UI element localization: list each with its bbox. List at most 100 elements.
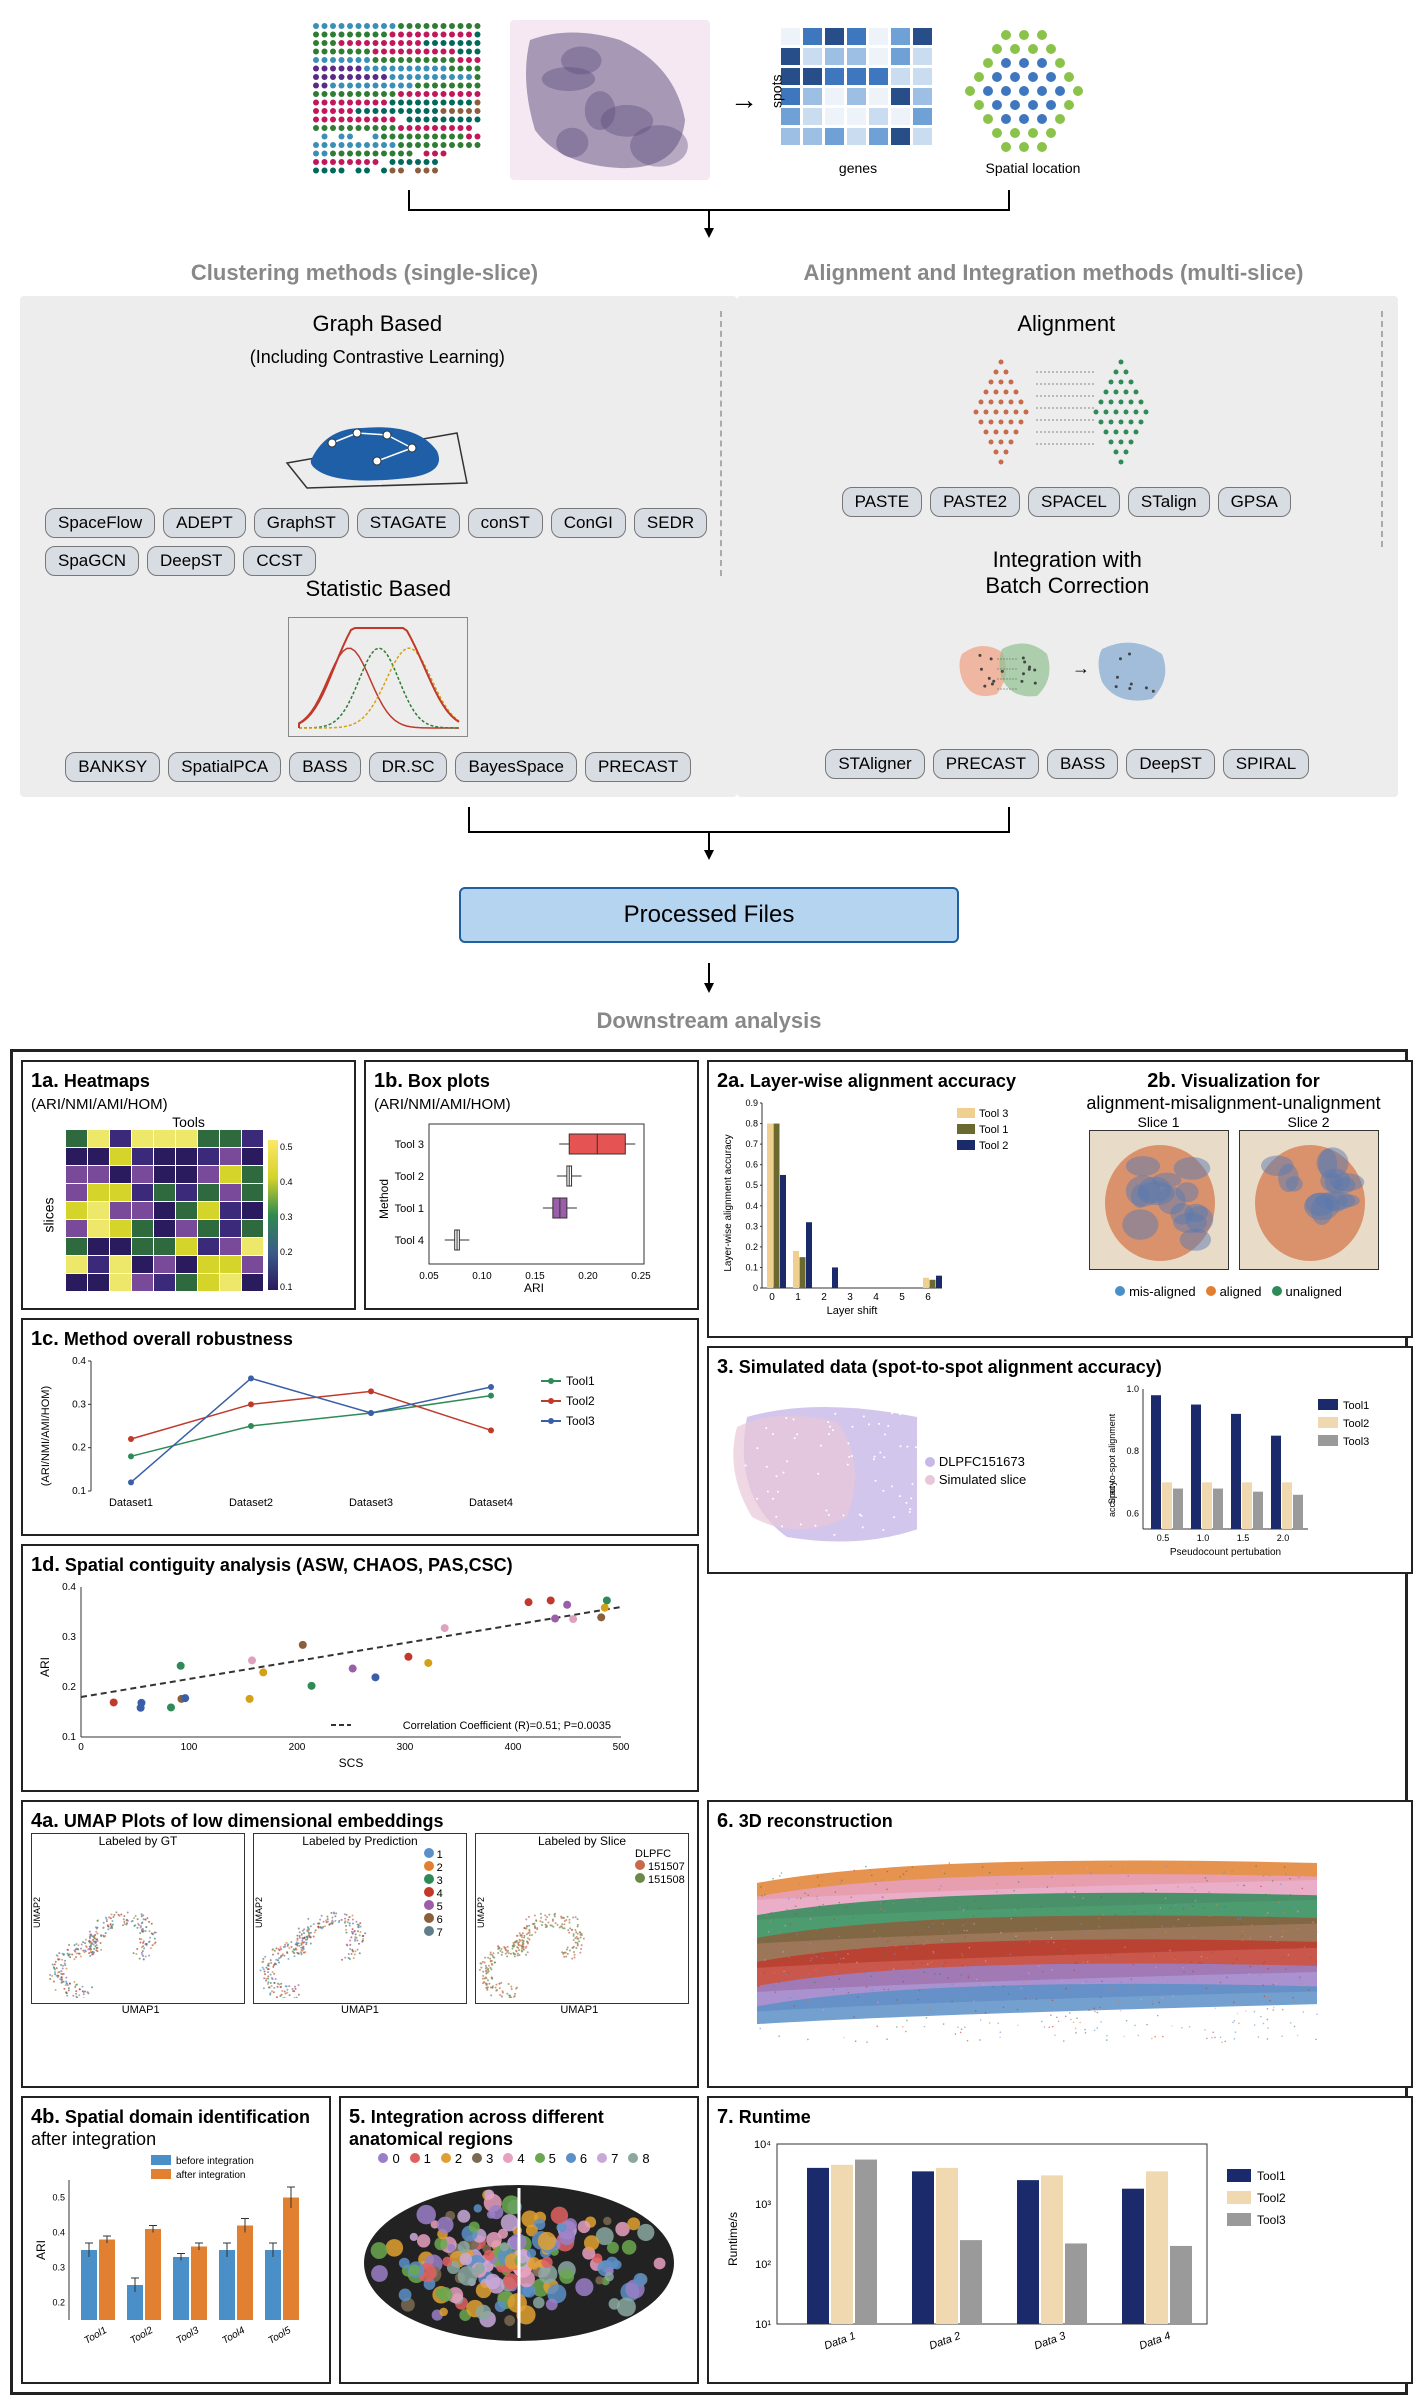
svg-text:0.5: 0.5 — [52, 2193, 65, 2203]
umap-slice: Labeled by Slice UMAP2 DLPFC 151507 1515… — [475, 1833, 689, 2004]
panel-7: 7. Runtime 10¹10²10³10⁴Data 1Data 2Data … — [707, 2096, 1413, 2384]
svg-text:0.4: 0.4 — [72, 1356, 86, 1367]
slice2-label: Slice 2 — [1239, 1114, 1379, 1130]
panel-5-legend: 012345678 — [349, 2150, 689, 2168]
panel-6-3d-viz — [717, 1833, 1357, 2073]
svg-text:Tool1: Tool1 — [1257, 2169, 1286, 2183]
panel-6-title: 6. 3D reconstruction — [717, 1810, 1403, 1833]
umap-pred-plot: UMAP2 — [254, 1848, 424, 1998]
svg-text:0.3: 0.3 — [52, 2263, 65, 2273]
svg-text:Dataset4: Dataset4 — [469, 1497, 513, 1509]
graph-subtitle: (Including Contrastive Learning) — [250, 347, 505, 368]
processed-files-box: Processed Files — [459, 887, 959, 943]
downstream-label: Downstream analysis — [597, 1008, 822, 1034]
svg-text:0.5: 0.5 — [745, 1180, 758, 1190]
svg-text:300: 300 — [397, 1742, 414, 1753]
method-tag: DR.SC — [369, 752, 448, 782]
svg-text:0.4: 0.4 — [280, 1177, 293, 1187]
spots-axis-label: spots — [769, 75, 785, 108]
svg-text:Tool2: Tool2 — [566, 1394, 595, 1408]
svg-text:1.0: 1.0 — [1126, 1384, 1139, 1394]
svg-text:0.9: 0.9 — [745, 1098, 758, 1108]
svg-text:500: 500 — [613, 1742, 630, 1753]
svg-text:Pseudocount pertubation: Pseudocount pertubation — [1170, 1547, 1281, 1558]
panel-1c: 1c. Method overall robustness 0.10.20.30… — [21, 1318, 699, 1536]
panel-5-title: 5. Integration across different anatomic… — [349, 2106, 689, 2150]
panel-2a-title: 2a. Layer-wise alignment accuracy — [717, 1070, 1056, 1093]
svg-text:SCS: SCS — [339, 1756, 364, 1770]
svg-text:Tool1: Tool1 — [1343, 1400, 1369, 1412]
panel-3-region-legend: DLPFC151673Simulated slice — [925, 1454, 1095, 1490]
method-tag: SpaGCN — [45, 546, 139, 576]
svg-text:0.2: 0.2 — [280, 1247, 293, 1257]
method-tag: BANKSY — [65, 752, 160, 782]
svg-text:2: 2 — [821, 1292, 827, 1303]
svg-text:Tool3: Tool3 — [175, 2325, 202, 2347]
svg-text:0.2: 0.2 — [745, 1242, 758, 1252]
graph-based-column: Graph Based (Including Contrastive Learn… — [35, 311, 722, 576]
graph-method-tags: SpaceFlowADEPTGraphSTSTAGATEconSTConGISE… — [45, 508, 710, 576]
alignment-column: Alignment PASTEPASTE2SPACELSTalignGPSA — [752, 311, 1383, 547]
svg-text:100: 100 — [181, 1742, 198, 1753]
analysis-panels-grid: 1a. Heatmaps(ARI/NMI/AMI/HOM) Tools slic… — [10, 1049, 1408, 2395]
genes-axis-label: genes — [778, 160, 938, 176]
panel-2b: 2b. Visualization foralignment-misalignm… — [1064, 1070, 1403, 1328]
panel-1d-title: 1d. Spatial contiguity analysis (ASW, CH… — [31, 1554, 689, 1577]
svg-text:Tool2: Tool2 — [1343, 1418, 1369, 1430]
bottom-left-row: 4b. Spatial domain identificationafter i… — [21, 2096, 699, 2384]
panel-7-barchart: 10¹10²10³10⁴Data 1Data 2Data 3Data 4Tool… — [717, 2129, 1357, 2369]
panel-1b-title: 1b. Box plots(ARI/NMI/AMI/HOM) — [374, 1070, 689, 1114]
method-boxes-row: Graph Based (Including Contrastive Learn… — [20, 296, 1398, 797]
svg-text:0.6: 0.6 — [1126, 1508, 1139, 1518]
panel-1a-xlabel: Tools — [31, 1114, 346, 1130]
figure-container: → spots genes Spatial location Clusterin… — [0, 0, 1418, 2405]
arrow-right-icon: → — [730, 84, 758, 116]
panel-2b-title: 2b. Visualization foralignment-misalignm… — [1064, 1070, 1403, 1114]
panel-4b: 4b. Spatial domain identificationafter i… — [21, 2096, 331, 2384]
svg-text:Tool 4: Tool 4 — [395, 1235, 424, 1247]
panel-1c-title: 1c. Method overall robustness — [31, 1328, 689, 1351]
left-panels-stack: 1a. Heatmaps(ARI/NMI/AMI/HOM) Tools slic… — [21, 1060, 699, 1792]
panel-1a-ylabel: slices — [41, 1197, 57, 1232]
slice1-label: Slice 1 — [1089, 1114, 1229, 1130]
panel-4a: 4a. UMAP Plots of low dimensional embedd… — [21, 1800, 699, 2088]
method-tag: PASTE2 — [930, 487, 1020, 517]
svg-text:1: 1 — [795, 1292, 801, 1303]
alignment-header: Alignment and Integration methods (multi… — [709, 260, 1398, 286]
method-tag: DeepST — [147, 546, 235, 576]
mini-heatmap — [778, 25, 938, 155]
umap-pred-legend: 1 2 3 4 5 6 7 — [424, 1848, 443, 1998]
panel-1b: 1b. Box plots(ARI/NMI/AMI/HOM) Tool 3Too… — [364, 1060, 699, 1310]
top-inputs-row: → spots genes Spatial location — [310, 20, 1108, 180]
svg-text:(ARI/NMI/AMI/HOM): (ARI/NMI/AMI/HOM) — [40, 1386, 52, 1486]
method-tag: DeepST — [1126, 749, 1214, 779]
svg-text:Layer-wise alignment accuracy: Layer-wise alignment accuracy — [723, 1134, 734, 1271]
svg-text:0.5: 0.5 — [280, 1142, 293, 1152]
svg-text:0.4: 0.4 — [62, 1582, 76, 1593]
svg-text:Dataset1: Dataset1 — [109, 1497, 153, 1509]
svg-text:0.6: 0.6 — [745, 1160, 758, 1170]
panel-1a-heatmap — [66, 1130, 266, 1300]
method-tag: GPSA — [1218, 487, 1291, 517]
svg-text:6: 6 — [925, 1292, 931, 1303]
svg-text:0.4: 0.4 — [52, 2228, 65, 2238]
clustering-box: Graph Based (Including Contrastive Learn… — [20, 296, 737, 797]
svg-text:Layer shift: Layer shift — [827, 1305, 878, 1317]
panel-1a-title: 1a. Heatmaps(ARI/NMI/AMI/HOM) — [31, 1070, 346, 1114]
svg-text:UMAP2: UMAP2 — [254, 1897, 264, 1928]
panel-1a-colorbar: 0.10.20.30.40.5 — [266, 1130, 294, 1300]
svg-text:1.5: 1.5 — [1237, 1533, 1250, 1543]
svg-text:ARI: ARI — [34, 2240, 48, 2260]
panel-1b-boxplot: Tool 3Tool 2Tool 1Tool 40.050.100.150.20… — [374, 1114, 654, 1294]
svg-text:0.3: 0.3 — [745, 1221, 758, 1231]
method-tag: CCST — [243, 546, 315, 576]
svg-text:Tool3: Tool3 — [1343, 1436, 1369, 1448]
integ-title: Integration with Batch Correction — [985, 547, 1149, 599]
svg-text:Correlation Coefficient (R)=0.: Correlation Coefficient (R)=0.51; P=0.00… — [403, 1720, 611, 1732]
svg-text:Method: Method — [377, 1179, 391, 1219]
svg-text:Tool4: Tool4 — [221, 2325, 248, 2347]
panel-7-title: 7. Runtime — [717, 2106, 1403, 2129]
panel-2a: 2a. Layer-wise alignment accuracy 00.10.… — [717, 1070, 1056, 1328]
hex-dots-illustration — [958, 25, 1108, 155]
svg-text:Dataset3: Dataset3 — [349, 1497, 393, 1509]
